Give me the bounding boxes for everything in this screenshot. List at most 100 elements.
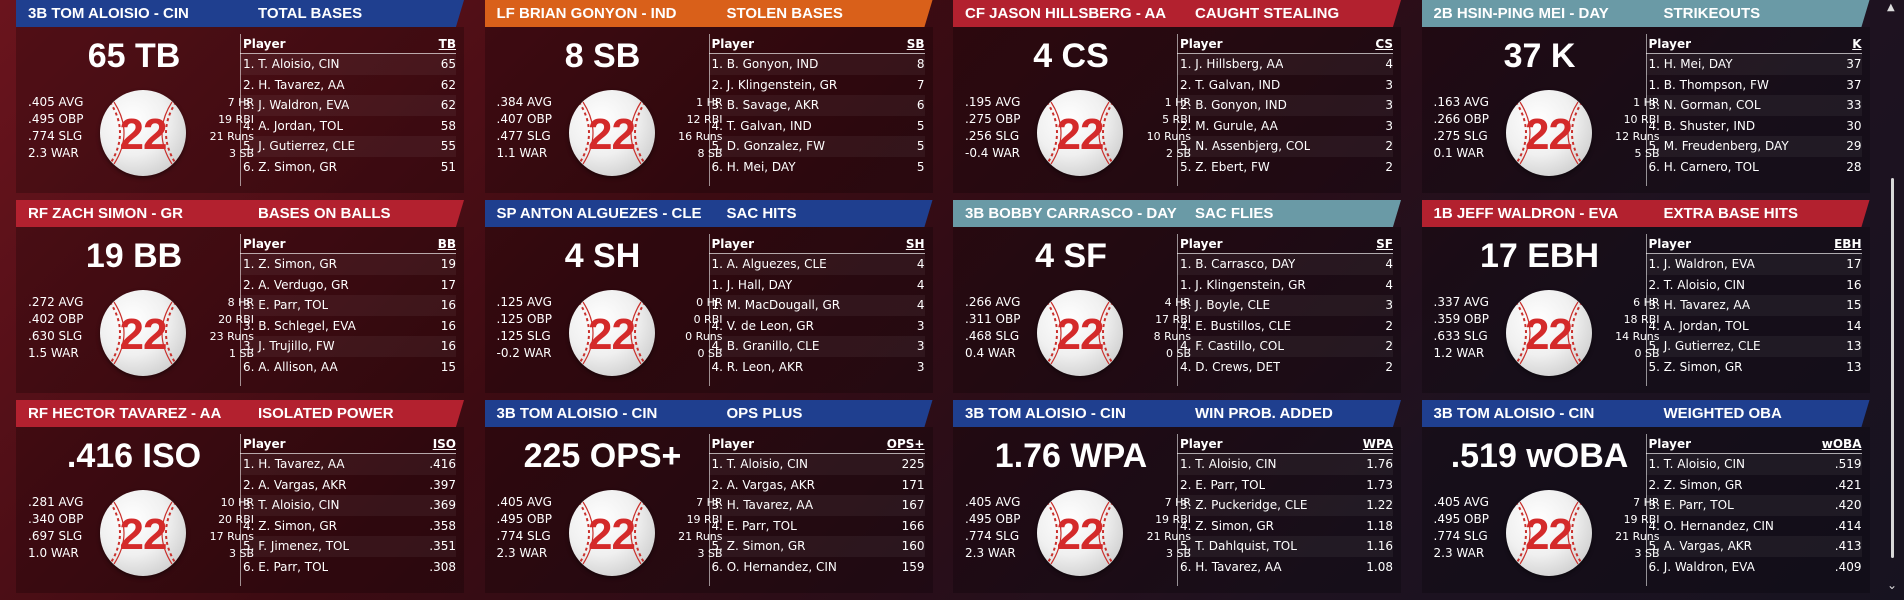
player-cell[interactable]: 4. A. Jordan, TOL — [1648, 318, 1749, 333]
table-row[interactable]: 3. J. Boyle, CLE 3 — [1177, 295, 1393, 316]
player-column-header[interactable]: Player — [1180, 37, 1223, 51]
table-row[interactable]: 3. H. Tavarez, AA 167 — [708, 495, 925, 516]
table-row[interactable]: 5. N. Assenbjerg, COL 2 — [1177, 136, 1393, 157]
table-row[interactable]: 3. N. Gorman, COL 33 — [1645, 95, 1862, 116]
leader-card[interactable]: 2B HSIN-PING MEI - DAY STRIKEOUTS 37 K 2… — [1416, 0, 1885, 198]
player-cell[interactable]: 1. T. Aloisio, CIN — [1648, 457, 1745, 472]
player-cell[interactable]: 2. A. Vargas, AKR — [711, 477, 816, 492]
player-cell[interactable]: 6. J. Waldron, EVA — [1648, 559, 1755, 574]
player-cell[interactable]: 5. Z. Simon, GR — [711, 539, 806, 554]
leader-card[interactable]: 3B TOM ALOISIO - CIN WEIGHTED OBA .519 w… — [1416, 400, 1885, 598]
table-row[interactable]: 6. J. Waldron, EVA .409 — [1646, 557, 1862, 578]
leader-card[interactable]: CF JASON HILLSBERG - AA CAUGHT STEALING … — [947, 0, 1416, 198]
player-column-header[interactable]: Player — [1180, 237, 1223, 251]
table-row[interactable]: 4. E. Bustillos, CLE 2 — [1177, 316, 1393, 337]
player-cell[interactable]: 5. Z. Simon, GR — [1648, 359, 1743, 374]
player-column-header[interactable]: Player — [1648, 437, 1692, 451]
table-row[interactable]: 3. J. Trujillo, FW 16 — [240, 336, 456, 357]
player-column-header[interactable]: Player — [1180, 437, 1223, 451]
leader-name[interactable]: SP ANTON ALGUEZES - CLE — [496, 205, 702, 222]
player-portrait[interactable]: 22 — [1037, 290, 1123, 376]
player-cell[interactable]: 1. A. Alguezes, CLE — [711, 257, 827, 272]
player-cell[interactable]: 2. J. Klingenstein, GR — [711, 77, 838, 92]
player-cell[interactable]: 2. H. Tavarez, AA — [243, 77, 345, 92]
player-cell[interactable]: 1. J. Klingenstein, GR — [1180, 277, 1306, 292]
player-cell[interactable]: 1. B. Thompson, FW — [1648, 77, 1769, 92]
player-column-header[interactable]: Player — [711, 437, 755, 451]
player-cell[interactable]: 1. T. Aloisio, CIN — [243, 57, 340, 72]
player-cell[interactable]: 2. B. Gonyon, IND — [1180, 98, 1287, 113]
player-cell[interactable]: 3. J. Boyle, CLE — [1180, 298, 1271, 313]
stat-column-header[interactable]: SH — [905, 237, 925, 251]
leader-card[interactable]: 3B TOM ALOISIO - CIN TOTAL BASES 65 TB 2… — [10, 0, 479, 198]
leader-card[interactable]: 3B BOBBY CARRASCO - DAY SAC FLIES 4 SF 2… — [947, 200, 1416, 398]
stat-column-header[interactable]: TB — [438, 37, 456, 51]
leader-name[interactable]: 2B HSIN-PING MEI - DAY — [1433, 5, 1609, 22]
table-row[interactable]: 5. F. Jimenez, TOL .351 — [240, 536, 456, 557]
table-row[interactable]: 1. T. Aloisio, CIN 65 — [240, 54, 456, 75]
table-row[interactable]: 3. E. Parr, TOL 16 — [240, 295, 456, 316]
player-cell[interactable]: 1. T. Aloisio, CIN — [711, 457, 808, 472]
player-cell[interactable]: 4. E. Parr, TOL — [711, 518, 797, 533]
player-cell[interactable]: 4. T. Galvan, IND — [711, 118, 812, 133]
stat-column-header[interactable]: K — [1852, 37, 1862, 51]
player-column-header[interactable]: Player — [1648, 237, 1692, 251]
table-row[interactable]: 4. V. de Leon, GR 3 — [709, 316, 925, 337]
player-cell[interactable]: 2. A. Vargas, AKR — [243, 477, 347, 492]
stat-column-header[interactable]: SB — [906, 37, 925, 51]
table-row[interactable]: 4. A. Jordan, TOL 58 — [240, 116, 456, 137]
stat-column-header[interactable]: WPA — [1362, 437, 1393, 451]
player-cell[interactable]: 5. Z. Ebert, FW — [1180, 159, 1270, 174]
player-cell[interactable]: 4. E. Bustillos, CLE — [1180, 318, 1292, 333]
stat-column-header[interactable]: BB — [437, 237, 456, 251]
player-cell[interactable]: 1. J. Hall, DAY — [711, 277, 793, 292]
player-cell[interactable]: 3. T. Aloisio, CIN — [243, 498, 340, 513]
player-cell[interactable]: 1. H. Mei, DAY — [1648, 57, 1733, 72]
table-row[interactable]: 3. B. Schlegel, EVA 16 — [240, 316, 456, 337]
player-cell[interactable]: 2. E. Parr, TOL — [1180, 477, 1266, 492]
player-portrait[interactable]: 22 — [1037, 490, 1123, 576]
table-row[interactable]: 1. H. Tavarez, AA .416 — [240, 454, 456, 475]
table-row[interactable]: 3. H. Tavarez, AA 15 — [1645, 295, 1862, 316]
table-row[interactable]: 6. O. Hernandez, CIN 159 — [709, 557, 925, 578]
table-row[interactable]: 1. T. Aloisio, CIN 225 — [708, 454, 925, 475]
table-row[interactable]: 2. T. Galvan, IND 3 — [1177, 75, 1393, 96]
player-cell[interactable]: 3. J. Waldron, EVA — [243, 98, 350, 113]
player-cell[interactable]: 2. T. Galvan, IND — [1180, 77, 1281, 92]
player-column-header[interactable]: Player — [243, 237, 286, 251]
table-row[interactable]: 5. J. Gutierrez, CLE 13 — [1645, 336, 1862, 357]
player-cell[interactable]: 5. D. Gonzalez, FW — [711, 139, 825, 154]
table-row[interactable]: 5. Z. Simon, GR 13 — [1646, 357, 1862, 378]
player-cell[interactable]: 1. M. MacDougall, GR — [711, 298, 841, 313]
table-row[interactable]: 4. O. Hernandez, CIN .414 — [1646, 516, 1862, 537]
leader-name[interactable]: 3B TOM ALOISIO - CIN — [965, 405, 1126, 422]
player-cell[interactable]: 6. E. Parr, TOL — [243, 559, 329, 574]
player-cell[interactable]: 2. Z. Simon, GR — [1648, 477, 1743, 492]
player-cell[interactable]: 1. B. Gonyon, IND — [711, 57, 819, 72]
player-cell[interactable]: 4. D. Crews, DET — [1180, 359, 1281, 374]
player-portrait[interactable]: 22 — [1505, 90, 1592, 176]
table-row[interactable]: 2. E. Parr, TOL 1.73 — [1177, 475, 1393, 496]
player-cell[interactable]: 4. Z. Simon, GR — [1180, 518, 1274, 533]
table-row[interactable]: 1. J. Hall, DAY 4 — [709, 275, 925, 296]
player-cell[interactable]: 5. N. Assenbjerg, COL — [1180, 139, 1311, 154]
table-row[interactable]: 1. A. Alguezes, CLE 4 — [708, 254, 925, 275]
player-portrait[interactable]: 22 — [568, 290, 655, 376]
player-cell[interactable]: 5. A. Vargas, AKR — [1648, 539, 1753, 554]
table-row[interactable]: 1. Z. Simon, GR 19 — [240, 254, 456, 275]
table-row[interactable]: 2. T. Aloisio, CIN 16 — [1646, 275, 1862, 296]
stat-column-header[interactable]: OPS+ — [886, 437, 925, 451]
leader-name[interactable]: LF BRIAN GONYON - IND — [496, 5, 677, 22]
leader-name[interactable]: RF HECTOR TAVAREZ - AA — [28, 405, 222, 422]
table-row[interactable]: 5. Z. Simon, GR 160 — [708, 536, 925, 557]
table-row[interactable]: 1. J. Klingenstein, GR 4 — [1177, 275, 1393, 296]
table-row[interactable]: 5. D. Gonzalez, FW 5 — [708, 136, 925, 157]
player-cell[interactable]: 4. V. de Leon, GR — [711, 318, 814, 333]
player-portrait[interactable]: 22 — [1505, 290, 1592, 376]
table-row[interactable]: 2. M. Gurule, AA 3 — [1177, 116, 1393, 137]
player-portrait[interactable]: 22 — [1505, 490, 1592, 576]
leader-card[interactable]: 3B TOM ALOISIO - CIN OPS PLUS 225 OPS+ 2… — [479, 400, 948, 598]
player-cell[interactable]: 5. T. Dahlquist, TOL — [1180, 539, 1297, 554]
table-row[interactable]: 6. H. Tavarez, AA 1.08 — [1177, 557, 1393, 578]
table-row[interactable]: 2. A. Verdugo, GR 17 — [240, 275, 456, 296]
